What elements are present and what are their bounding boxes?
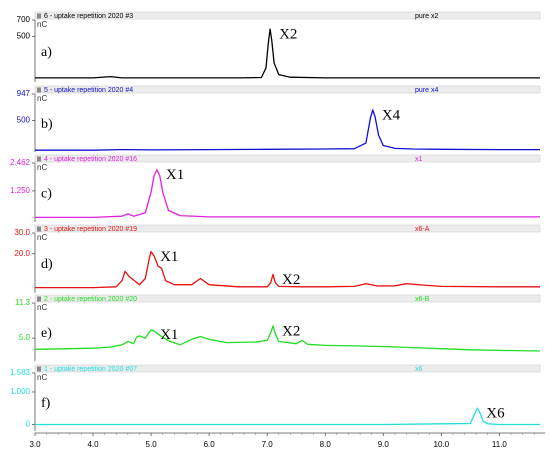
y-unit: nC [37,373,47,382]
y-unit: nC [37,94,47,103]
peak-annotation: X2 [279,27,297,43]
panel-label: e) [41,326,52,341]
y-tick-label: 0 [26,420,31,429]
panel-header [34,154,541,163]
x-tick-label: 3.0 [29,440,41,449]
trace [35,407,540,426]
header-icon [37,296,41,302]
trace [35,109,540,151]
header-icon [37,87,41,93]
y-unit: nC [37,20,47,29]
sample-name: x6-B [415,296,430,303]
panel-title: 1 - uptake repetition 2020 #07 [44,366,137,373]
x-tick-label: 8.0 [320,440,332,449]
y-tick-label: 5.0 [19,333,31,342]
x-tick-label: 5.0 [146,440,158,449]
y-tick-label: 700 [17,15,31,24]
y-tick-label: 1.000 [10,387,31,396]
header-icon [37,366,41,372]
sample-name: pure x2 [415,13,438,20]
trace [34,325,541,352]
sample-name: x6-A [415,226,430,233]
panel-label: a) [41,45,52,60]
panel-title: 6 - uptake repetition 2020 #3 [44,13,133,20]
y-tick-label: 500 [17,32,31,41]
header-icon [37,13,41,19]
panel-label: c) [41,187,52,202]
y-tick-label: 2.462 [10,158,31,167]
y-tick-label: 11.3 [15,298,31,307]
trace [35,28,540,79]
peak-annotation: X4 [382,107,401,123]
x-tick-label: 4.0 [87,440,99,449]
panel-label: d) [41,257,53,272]
panel-label: b) [41,117,53,132]
peak-annotation: X2 [282,272,300,288]
y-tick-label: 30.0 [14,228,30,237]
y-tick-label: 500 [17,116,31,125]
sample-name: x6 [415,366,423,373]
peak-annotation: X1 [166,167,184,183]
panel-header [34,11,541,20]
panel-header [34,224,541,233]
y-tick-label: 947 [17,89,31,98]
panel-title: 3 - uptake repetition 2020 #19 [44,226,137,233]
panel-header [34,294,541,303]
header-icon [37,226,41,232]
x-tick-label: 9.0 [378,440,390,449]
panel-header [34,85,541,94]
peak-annotation: X6 [486,406,505,422]
y-unit: nC [37,303,47,312]
x-tick-label: 6.0 [204,440,216,449]
peak-annotation: X1 [160,327,178,343]
y-tick-label: 1.583 [10,368,31,377]
peak-annotation: X2 [282,323,300,339]
panel-title: 4 - uptake repetition 2020 #16 [44,156,137,163]
sample-name: x1 [415,156,423,163]
panel-header [34,364,541,373]
y-tick-label: 1.250 [10,186,31,195]
panel-title: 2 - uptake repetition 2020 #20 [44,296,137,303]
peak-annotation: X1 [160,249,178,265]
x-tick-label: 7.0 [262,440,274,449]
x-tick-label: 10.0 [434,440,450,449]
y-tick-label: 20.0 [14,249,30,258]
sample-name: pure x4 [415,87,438,94]
panel-title: 5 - uptake repetition 2020 #4 [44,87,133,94]
x-tick-label: 11.0 [492,440,508,449]
trace [35,250,540,289]
header-icon [37,156,41,162]
trace [35,169,540,219]
y-unit: nC [37,233,47,242]
y-unit: nC [37,163,47,172]
panel-label: f) [41,396,51,411]
